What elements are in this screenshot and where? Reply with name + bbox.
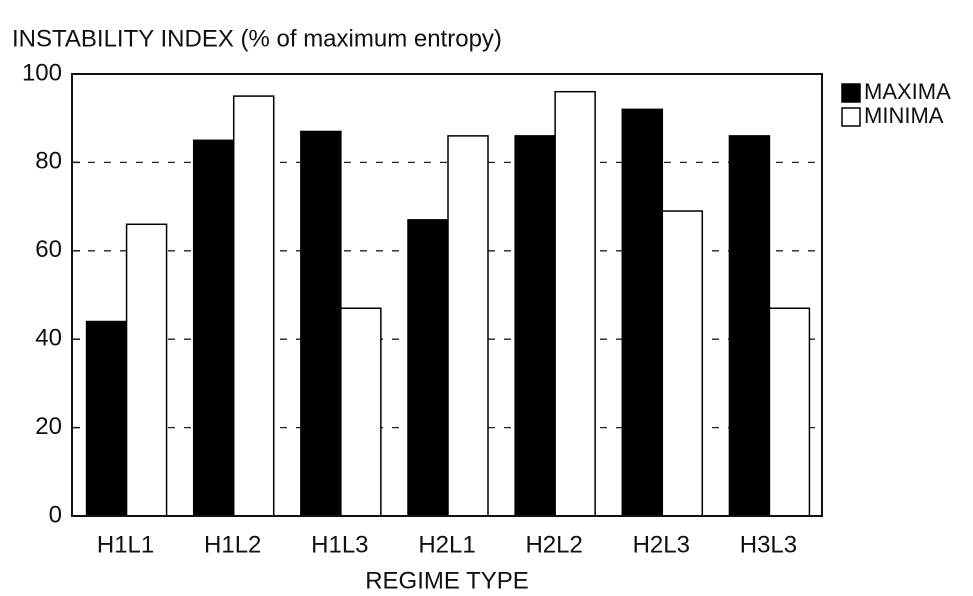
y-tick-label: 100 [22, 59, 62, 86]
bar [554, 90, 596, 517]
bar [300, 130, 342, 517]
bar [85, 320, 128, 517]
bar [661, 210, 704, 517]
bar [728, 135, 771, 517]
plot-frame [71, 73, 823, 517]
chart-title: INSTABILITY INDEX (% of maximum entropy) [12, 25, 502, 52]
x-tick-label: H2L1 [418, 531, 475, 558]
bar [232, 95, 275, 517]
legend-swatch [841, 107, 861, 127]
y-tick-label: 0 [49, 501, 62, 528]
y-tick-label: 20 [35, 413, 62, 440]
y-tick-label: 60 [35, 236, 62, 263]
x-tick-label: H3L3 [740, 531, 797, 558]
y-tick-label: 40 [35, 325, 62, 352]
bar [447, 135, 489, 517]
bar [768, 307, 811, 517]
x-tick-label: H1L1 [97, 531, 154, 558]
bar [192, 139, 235, 517]
x-tick-label: H1L3 [311, 531, 368, 558]
x-tick-label: H2L3 [633, 531, 690, 558]
x-tick-label: H2L2 [525, 531, 582, 558]
x-tick-label: H1L2 [204, 531, 261, 558]
legend-label: MAXIMA [864, 79, 951, 104]
bar [340, 307, 382, 517]
bar [514, 135, 556, 517]
legend-swatch [841, 83, 861, 103]
bar [125, 223, 168, 517]
x-axis-label: REGIME TYPE [365, 567, 529, 594]
y-tick-label: 80 [35, 148, 62, 175]
legend-label: MINIMA [864, 103, 944, 128]
bar [621, 108, 664, 517]
bar [407, 219, 449, 517]
